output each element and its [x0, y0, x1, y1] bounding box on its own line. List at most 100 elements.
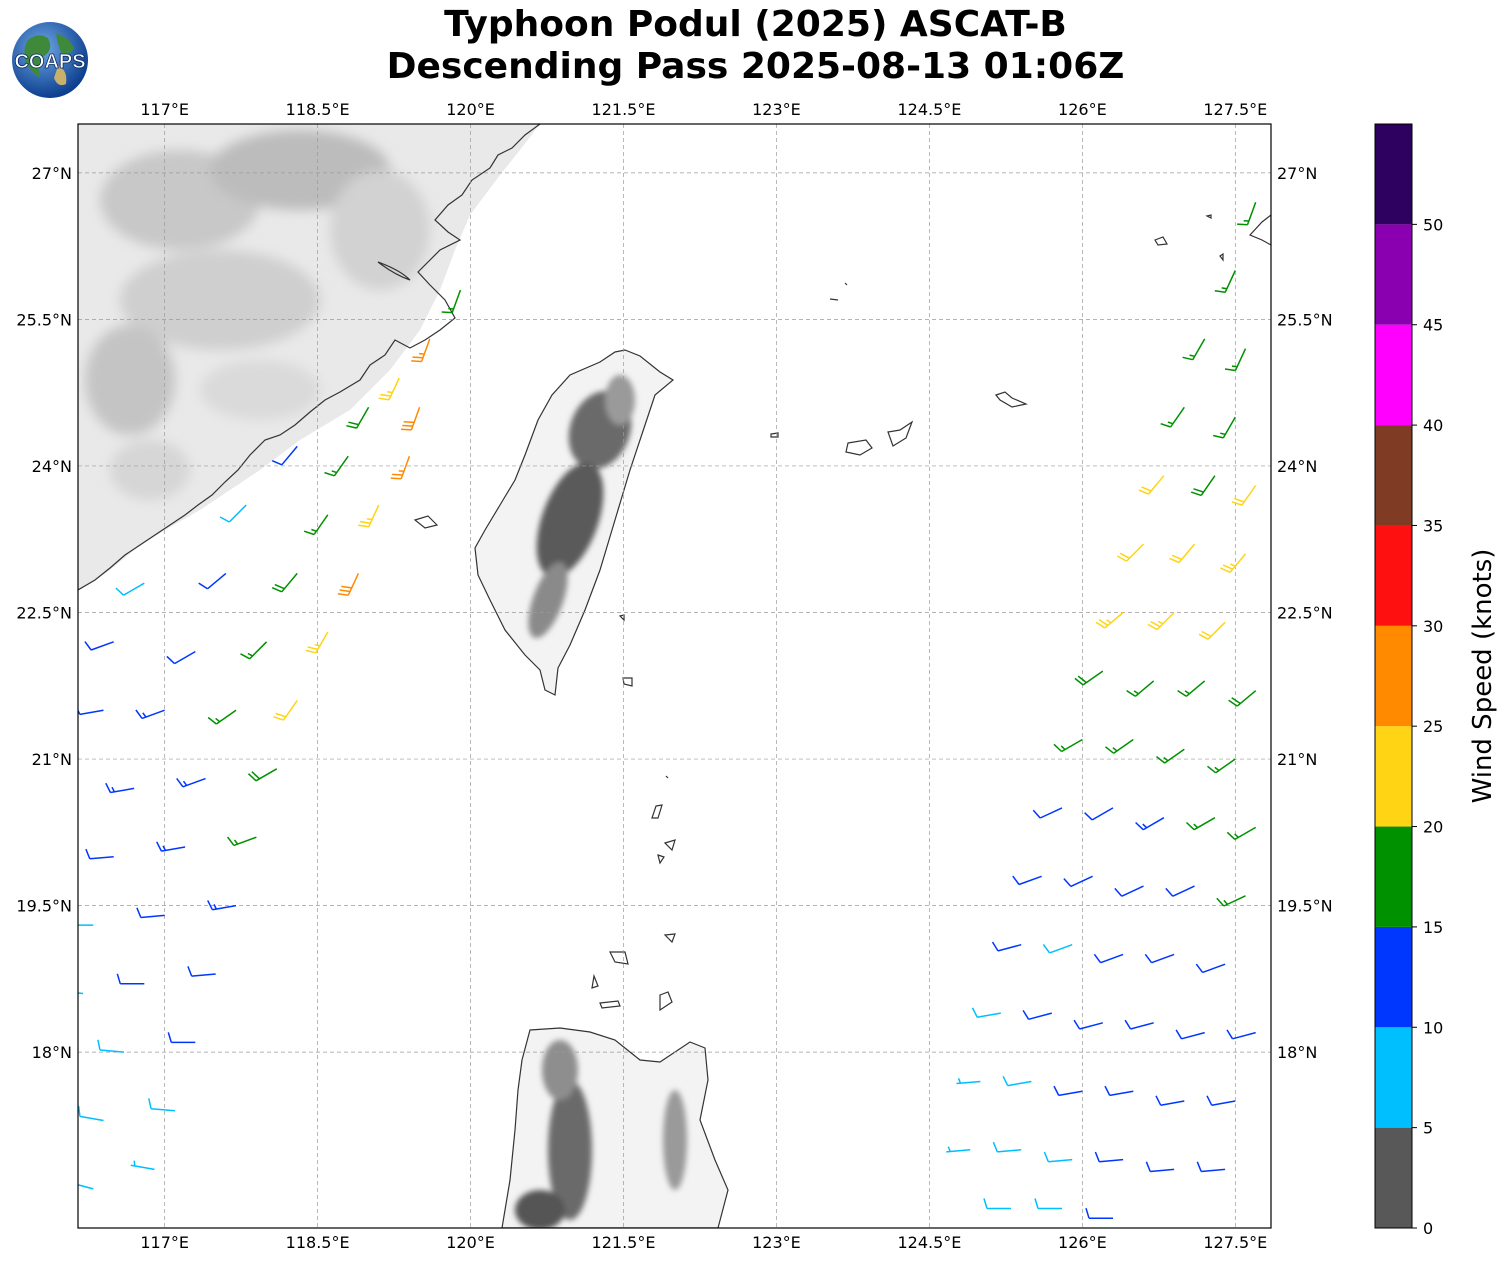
wind-barb — [136, 907, 165, 919]
small-island — [1219, 252, 1224, 262]
wind-barb — [219, 504, 247, 523]
wind-barb — [390, 455, 411, 480]
lon-tick-label-top: 127.5°E — [1203, 100, 1267, 119]
small-island — [663, 839, 676, 852]
wind-barb — [207, 709, 237, 725]
wind-barb — [400, 407, 421, 431]
wind-barbs — [78, 201, 1257, 1219]
lon-tick-label-bottom: 118.5°E — [286, 1233, 350, 1252]
lon-tick-label-bottom: 126°E — [1058, 1233, 1107, 1252]
wind-barb — [1198, 621, 1226, 640]
small-island — [609, 951, 629, 965]
wind-barb — [1226, 826, 1257, 841]
wind-barb — [1104, 1085, 1134, 1097]
wind-barb — [167, 1032, 196, 1044]
lon-tick-label-top: 126°E — [1058, 100, 1107, 119]
wind-barb — [1231, 485, 1257, 506]
wind-barb — [84, 641, 114, 651]
wind-barb — [1156, 748, 1185, 764]
colorbar-bin — [1375, 525, 1412, 626]
title-line-2: Descending Pass 2025-08-13 01:06Z — [386, 46, 1125, 87]
small-island — [845, 439, 873, 456]
wind-barb — [176, 777, 206, 788]
small-island — [1248, 214, 1271, 246]
colorbar-tick-label: 45 — [1423, 316, 1443, 335]
axis-tick-labels: 117°E 117°E 118.5°E 118.5°E 120°E 120°E 121.5°… — [16, 100, 1332, 1252]
wind-barb — [1117, 543, 1145, 562]
wind-barb — [271, 572, 298, 593]
wind-barb — [78, 924, 94, 926]
lon-tick-label-bottom: 121.5°E — [592, 1233, 656, 1252]
lon-tick-label-top: 124.5°E — [897, 100, 961, 119]
wind-barb — [1220, 553, 1247, 573]
lon-tick-label-top: 117°E — [140, 100, 189, 119]
small-island — [887, 420, 914, 447]
wind-barb — [324, 455, 349, 477]
wind-barb — [1094, 1151, 1124, 1163]
wind-barb — [441, 289, 462, 314]
small-island — [377, 261, 411, 281]
wind-barb — [1226, 1029, 1256, 1040]
mainland-relief — [85, 130, 430, 500]
wind-barb — [78, 992, 84, 995]
wind-barb — [1138, 475, 1165, 495]
small-island — [663, 933, 676, 944]
wind-barb — [1042, 943, 1073, 954]
wind-barb — [271, 445, 298, 466]
lat-tick-label-right: 21°N — [1277, 750, 1317, 769]
wind-barb — [1114, 885, 1144, 897]
wind-barb — [273, 699, 298, 721]
lat-tick-label-right: 18°N — [1277, 1043, 1317, 1062]
wind-barb — [1135, 817, 1165, 831]
wind-barb — [187, 966, 216, 977]
lat-tick-label-right: 25.5°N — [1277, 310, 1333, 329]
wind-barb — [303, 514, 329, 536]
wind-barb — [992, 1141, 1022, 1153]
wind-barb — [1002, 1075, 1032, 1087]
wind-barb — [1185, 817, 1216, 831]
colorbar-tick-label: 50 — [1423, 215, 1443, 234]
wind-barb — [1182, 338, 1206, 361]
wind-barb — [1213, 416, 1236, 439]
wind-barb — [1160, 406, 1185, 428]
wind-barb — [1177, 680, 1206, 697]
wind-barb — [227, 836, 257, 847]
colorbar-tick-label: 0 — [1423, 1219, 1433, 1238]
wind-barb — [337, 573, 360, 596]
colorbar-tick-label: 20 — [1423, 818, 1443, 837]
wind-barb — [1190, 475, 1216, 497]
small-island — [994, 391, 1028, 408]
wind-barb — [983, 1198, 1011, 1210]
wind-barb — [1196, 1161, 1226, 1173]
wind-barb — [305, 631, 329, 654]
lat-tick-label-left: 19.5°N — [16, 897, 72, 916]
colorbar-bin — [1375, 425, 1412, 526]
small-island — [770, 432, 779, 438]
small-island — [618, 614, 625, 622]
luzon-relief — [515, 1040, 687, 1228]
colorbar-bin — [1375, 1127, 1412, 1228]
wind-barb — [1012, 875, 1042, 886]
small-island — [665, 775, 669, 779]
wind-barb — [115, 582, 145, 596]
wind-barb — [378, 377, 400, 401]
wind-barb — [1032, 807, 1063, 819]
lon-tick-label-top: 120°E — [446, 100, 495, 119]
lon-tick-label-bottom: 127.5°E — [1203, 1233, 1267, 1252]
lon-tick-label-bottom: 124.5°E — [897, 1233, 961, 1252]
wind-barb — [105, 782, 135, 794]
wind-barb — [1165, 885, 1195, 897]
lat-tick-label-right: 19.5°N — [1277, 897, 1333, 916]
wind-barb — [148, 1098, 175, 1112]
colorbar-tick-label: 15 — [1423, 918, 1443, 937]
wind-barb — [956, 1078, 981, 1085]
mainland-coastline — [78, 124, 541, 591]
wind-barb — [1022, 1010, 1052, 1021]
wind-barb — [207, 900, 237, 911]
wind-barb — [411, 338, 431, 363]
wind-barb — [85, 848, 114, 860]
colorbar-label: Wind Speed (knots) — [1468, 549, 1498, 804]
chart-title: Typhoon Podul (2025) ASCAT-B Descending … — [0, 4, 1511, 88]
wind-barb — [97, 1039, 124, 1053]
terrain-layer — [78, 124, 729, 1228]
